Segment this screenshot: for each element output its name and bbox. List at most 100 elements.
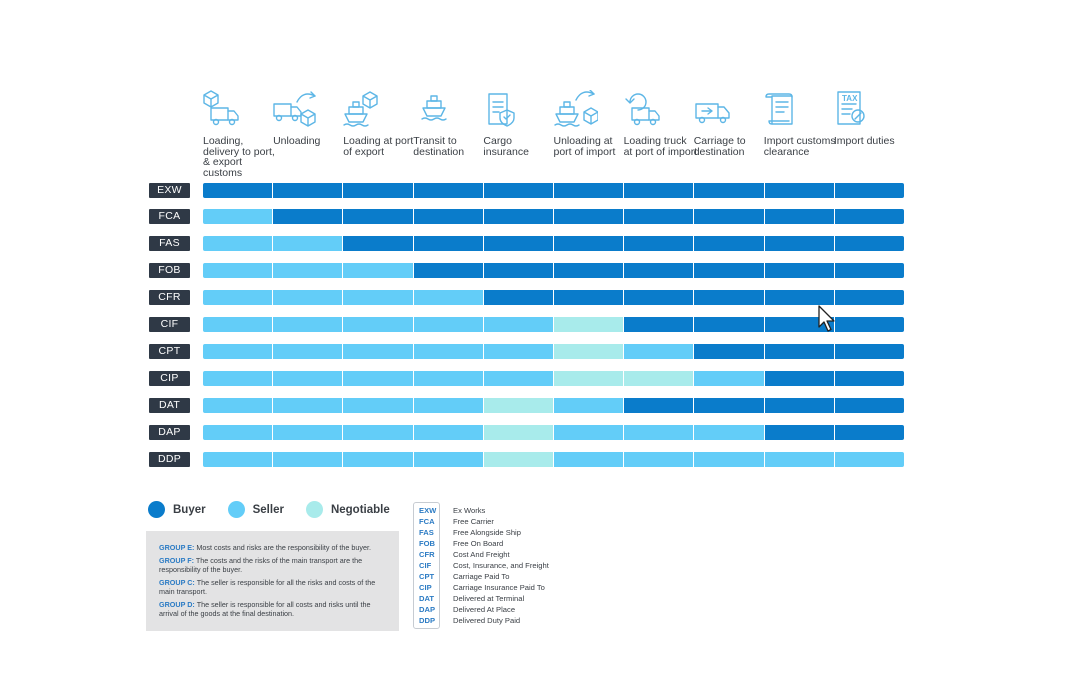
column-label: Loading, delivery to port, & export cust… [203, 135, 275, 179]
abbreviation-name: Free On Board [453, 539, 504, 548]
responsibility-cell [624, 370, 695, 386]
column-header: Import customs clearance [764, 90, 836, 157]
responsibility-cell [764, 451, 835, 467]
responsibility-cell [554, 236, 625, 252]
responsibility-cell [764, 290, 835, 306]
box-truck-icon [203, 90, 239, 126]
responsibility-cell [483, 317, 555, 332]
legend-swatch [148, 501, 165, 518]
responsibility-cell [413, 182, 484, 198]
responsibility-cell [483, 424, 555, 440]
responsibility-cell [694, 182, 765, 198]
responsibility-cell [834, 343, 904, 359]
responsibility-cell [764, 263, 835, 279]
ship-load-icon [343, 91, 378, 127]
insurance-document-icon [488, 93, 516, 127]
group-description: GROUP E: Most costs and risks are the re… [159, 543, 391, 552]
group-name: GROUP F: [159, 556, 195, 565]
abbreviation-code-box [413, 502, 440, 629]
responsibility-cell [554, 370, 625, 386]
ship-unload-icon [553, 90, 598, 127]
responsibility-cell [203, 424, 274, 440]
incoterm-row-bar [203, 451, 904, 467]
abbreviation-code: FOB [419, 539, 436, 548]
responsibility-cell [624, 290, 695, 306]
responsibility-cell [413, 317, 484, 332]
responsibility-cell [273, 263, 344, 279]
column-header: Unloading at port of import [553, 90, 624, 157]
responsibility-cell [483, 182, 555, 198]
legend: Buyer Seller Negotiable [148, 501, 412, 518]
responsibility-cell [834, 209, 904, 225]
incoterm-row-bar [203, 182, 904, 198]
responsibility-cell [343, 182, 414, 198]
abbreviation-row: FCA Free Carrier [413, 516, 613, 527]
responsibility-cell [554, 182, 625, 198]
responsibility-cell [413, 290, 484, 306]
abbreviation-name: Delivered At Place [453, 605, 516, 614]
responsibility-cell [273, 424, 344, 440]
responsibility-cell [273, 397, 344, 413]
column-label: Import duties [833, 135, 895, 147]
responsibility-cell [203, 209, 274, 225]
responsibility-cell [483, 290, 555, 306]
ship-icon [421, 95, 447, 121]
incoterm-code-label: CPT [149, 343, 190, 359]
abbreviation-code: DDP [419, 616, 436, 625]
incoterm-row-bar [203, 343, 904, 359]
responsibility-cell [483, 370, 555, 386]
responsibility-cell [694, 317, 765, 332]
responsibility-cell [343, 290, 414, 306]
incoterm-code-label: CIF [149, 317, 190, 332]
incoterm-code-label: DDP [149, 451, 190, 467]
abbreviation-code: CIP [419, 583, 432, 592]
abbreviation-row: DAT Delivered at Terminal [413, 593, 613, 604]
responsibility-cell [554, 263, 625, 279]
responsibility-cell [764, 182, 835, 198]
responsibility-cell [413, 451, 484, 467]
abbreviation-code: FAS [419, 528, 434, 537]
responsibility-cell [554, 290, 625, 306]
responsibility-cell [413, 209, 484, 225]
responsibility-cell [343, 263, 414, 279]
abbreviation-code: FCA [419, 517, 435, 526]
abbreviation-name: Carriage Paid To [453, 572, 510, 581]
column-header: Unloading [273, 90, 343, 146]
responsibility-cell [834, 317, 904, 332]
legend-label: Negotiable [330, 503, 390, 516]
column-label: Unloading [273, 135, 321, 147]
group-description: GROUP F: The costs and the risks of the … [159, 556, 391, 574]
incoterm-row-bar [203, 290, 904, 306]
responsibility-cell [483, 263, 555, 279]
column-label: Import customs clearance [763, 135, 836, 158]
incoterm-code-label: DAT [149, 397, 190, 413]
abbreviation-row: CFR Cost And Freight [413, 549, 613, 560]
responsibility-cell [554, 343, 625, 359]
responsibility-cell [343, 317, 414, 332]
responsibility-cell [834, 263, 904, 279]
group-descriptions: GROUP E: Most costs and risks are the re… [146, 531, 399, 631]
group-name: GROUP D: [159, 600, 195, 609]
responsibility-cell [624, 424, 695, 440]
abbreviation-row: DDP Delivered Duty Paid [413, 615, 613, 626]
incoterm-code-label: FOB [149, 263, 190, 279]
abbreviation-name: Free Carrier [453, 517, 494, 526]
responsibility-cell [483, 209, 555, 225]
responsibility-cell [413, 236, 484, 252]
responsibility-cell [483, 236, 555, 252]
incoterm-row-bar [203, 397, 904, 413]
abbreviation-row: CIF Cost, Insurance, and Freight [413, 560, 613, 571]
abbreviation-name: Free Alongside Ship [453, 528, 521, 537]
responsibility-cell [764, 317, 835, 332]
responsibility-cell [694, 424, 765, 440]
responsibility-cell [624, 343, 695, 359]
column-header: Transit to destination [413, 90, 483, 157]
responsibility-cell [273, 290, 344, 306]
incoterm-code-label: FAS [149, 236, 190, 252]
responsibility-cell [694, 209, 765, 225]
responsibility-cell [273, 370, 344, 386]
svg-text:TAX: TAX [842, 94, 858, 103]
column-label: Transit to destination [413, 135, 465, 158]
responsibility-cell [273, 182, 344, 198]
abbreviation-name: Ex Works [453, 506, 486, 515]
